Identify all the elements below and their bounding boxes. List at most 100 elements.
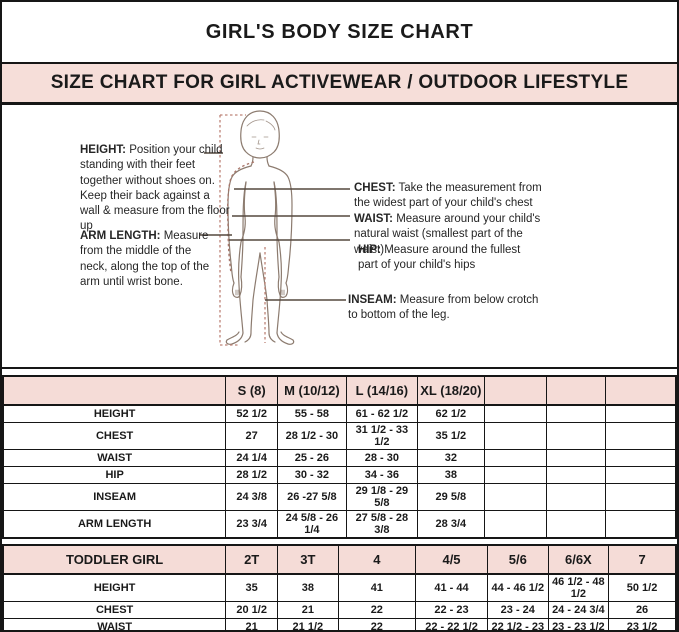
- chest-note-text: Take the measurement from the widest par…: [354, 182, 542, 210]
- waist-note-text: Measure around your child's natural wais…: [354, 213, 541, 256]
- col-header-xl: XL (18/20): [417, 375, 485, 406]
- table-row-hip: HIP 28 1/2 30 - 32 34 - 36 38: [2, 466, 677, 484]
- cell: 21: [277, 601, 339, 619]
- empty-cell: [605, 404, 677, 423]
- cell: 29 5/8: [417, 483, 485, 511]
- page-title: GIRL'S BODY SIZE CHART: [205, 20, 474, 43]
- empty-cell: [546, 510, 607, 539]
- cell: 35 1/2: [417, 422, 485, 450]
- inseam-note-text: Measure from below crotch to bottom of t…: [348, 294, 539, 322]
- empty-cell: [483, 404, 548, 423]
- col-header-2t: 2T: [225, 544, 279, 575]
- empty-cell: [483, 510, 548, 539]
- empty-cell: [546, 466, 607, 484]
- toddler-table-title: TODDLER GIRL: [2, 544, 227, 575]
- col-header-7: 7: [608, 544, 677, 575]
- row-label: HEIGHT: [2, 573, 227, 602]
- empty-cell: [546, 404, 607, 423]
- girl-size-table: S (8) M (10/12) L (14/16) XL (18/20) HEI…: [2, 375, 677, 539]
- row-label: WAIST: [2, 449, 227, 467]
- table-row-waist: WAIST 21 21 1/2 22 22 - 22 1/2 22 1/2 - …: [2, 618, 677, 630]
- cell: 22 1/2 - 23: [487, 618, 549, 630]
- empty-cell: [605, 483, 677, 511]
- empty-cell: [605, 510, 677, 539]
- cell: 28 1/2 - 30: [277, 422, 347, 450]
- cell: 24 5/8 - 26 1/4: [277, 510, 347, 539]
- hip-note-label: HIP:: [358, 244, 381, 256]
- cell: 24 - 24 3/4: [547, 601, 610, 619]
- row-label: INSEAM: [2, 483, 227, 511]
- col-header-5-6: 5/6: [487, 544, 549, 575]
- cell: 44 - 46 1/2: [487, 573, 549, 602]
- table-row-height: HEIGHT 35 38 41 41 - 44 44 - 46 1/2 46 1…: [2, 573, 677, 602]
- row-label: HEIGHT: [2, 404, 227, 423]
- cell: 27: [225, 422, 279, 450]
- waist-note-label: WAIST:: [354, 213, 393, 225]
- cell: 31 1/2 - 33 1/2: [345, 422, 419, 450]
- cell: 41: [337, 573, 417, 602]
- col-header-3t: 3T: [277, 544, 339, 575]
- cell: 26 -27 5/8: [277, 483, 347, 511]
- row-label: ARM LENGTH: [2, 510, 227, 539]
- col-header-l: L (14/16): [345, 375, 419, 406]
- cell: 22: [337, 601, 417, 619]
- empty-header-3: [605, 375, 677, 406]
- cell: 52 1/2: [225, 404, 279, 423]
- girl-size-header-row: S (8) M (10/12) L (14/16) XL (18/20): [2, 375, 677, 406]
- chest-note: CHEST: Take the measurement from the wid…: [354, 181, 544, 212]
- cell: 38: [417, 466, 485, 484]
- row-label: CHEST: [2, 601, 227, 619]
- empty-header-1: [483, 375, 548, 406]
- cell: 23 - 23 1/2: [547, 618, 610, 630]
- cell: 21 1/2: [277, 618, 339, 630]
- inseam-note-label: INSEAM:: [348, 294, 397, 306]
- cell: 26: [608, 601, 677, 619]
- arm-length-note-label: ARM LENGTH:: [80, 230, 161, 242]
- col-header-6-6x: 6/6X: [547, 544, 610, 575]
- chest-note-label: CHEST:: [354, 182, 396, 194]
- table-row-waist: WAIST 24 1/4 25 - 26 28 - 30 32: [2, 449, 677, 467]
- girl-size-label-header: [2, 375, 227, 406]
- empty-cell: [605, 466, 677, 484]
- cell: 62 1/2: [417, 404, 485, 423]
- cell: 41 - 44: [415, 573, 489, 602]
- cell: 20 1/2: [225, 601, 279, 619]
- col-header-s: S (8): [225, 375, 279, 406]
- hip-note: HIP: Measure around the fullest part of …: [358, 243, 538, 274]
- table-row-chest: CHEST 20 1/2 21 22 22 - 23 23 - 24 24 - …: [2, 601, 677, 619]
- row-label: WAIST: [2, 618, 227, 630]
- table-row-arm-length: ARM LENGTH 23 3/4 24 5/8 - 26 1/4 27 5/8…: [2, 510, 677, 539]
- empty-cell: [605, 422, 677, 450]
- empty-cell: [605, 449, 677, 467]
- cell: 24 1/4: [225, 449, 279, 467]
- arm-length-note: ARM LENGTH: Measure from the middle of t…: [80, 229, 218, 290]
- cell: 38: [277, 573, 339, 602]
- cell: 24 3/8: [225, 483, 279, 511]
- section-gap: [2, 369, 677, 375]
- empty-cell: [546, 422, 607, 450]
- cell: 28 3/4: [417, 510, 485, 539]
- cell: 21: [225, 618, 279, 630]
- empty-cell: [483, 483, 548, 511]
- cell: 61 - 62 1/2: [345, 404, 419, 423]
- height-note-text: Position your child standing with their …: [80, 144, 230, 233]
- height-note: HEIGHT: Position your child standing wit…: [80, 143, 230, 235]
- section-gap: [2, 539, 677, 544]
- row-label: CHEST: [2, 422, 227, 450]
- cell: 22 - 22 1/2: [415, 618, 489, 630]
- page-title-box: GIRL'S BODY SIZE CHART: [2, 2, 677, 64]
- height-note-label: HEIGHT:: [80, 144, 126, 156]
- cell: 28 - 30: [345, 449, 419, 467]
- cell: 55 - 58: [277, 404, 347, 423]
- cell: 34 - 36: [345, 466, 419, 484]
- cell: 23 3/4: [225, 510, 279, 539]
- cell: 22: [337, 618, 417, 630]
- col-header-4: 4: [337, 544, 417, 575]
- empty-cell: [483, 449, 548, 467]
- toddler-size-table: TODDLER GIRL 2T 3T 4 4/5 5/6 6/6X 7 HEIG…: [2, 544, 677, 630]
- section-banner: SIZE CHART FOR GIRL ACTIVEWEAR / OUTDOOR…: [2, 64, 677, 105]
- cell: 32: [417, 449, 485, 467]
- table-row-inseam: INSEAM 24 3/8 26 -27 5/8 29 1/8 - 29 5/8…: [2, 483, 677, 511]
- table-row-chest: CHEST 27 28 1/2 - 30 31 1/2 - 33 1/2 35 …: [2, 422, 677, 450]
